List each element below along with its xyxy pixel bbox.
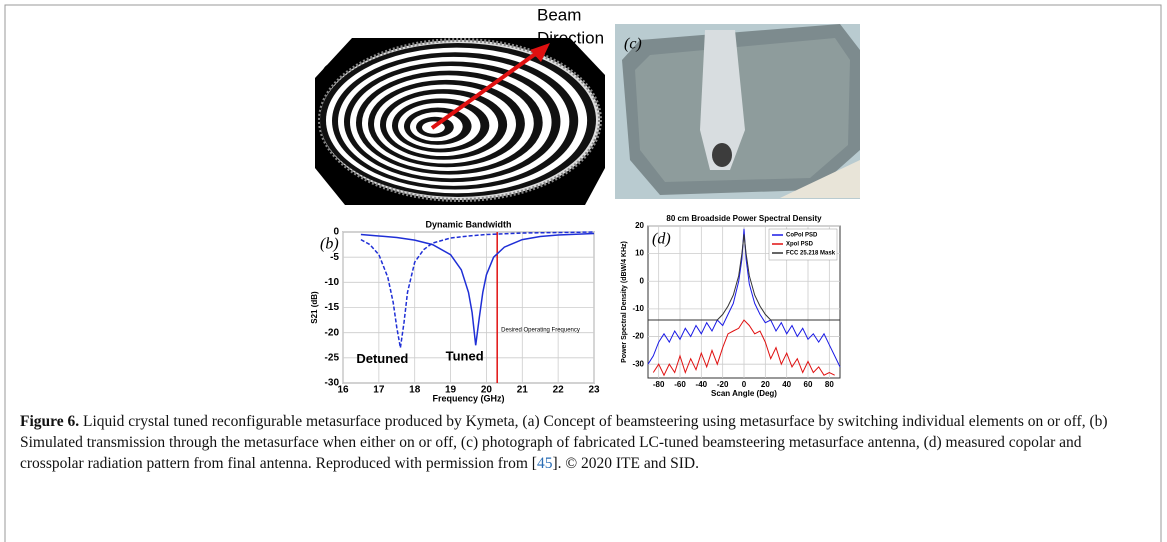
y-tick-label: -20 (632, 332, 644, 341)
annotation: Beam (537, 5, 581, 24)
y-tick-label: -30 (325, 378, 340, 389)
series-line (647, 228, 841, 368)
y-tick-label: -10 (632, 304, 644, 313)
y-tick-label: -20 (325, 327, 340, 338)
y-tick-label: -30 (632, 359, 644, 368)
x-tick-label: 18 (409, 385, 421, 396)
x-tick-label: -40 (696, 380, 708, 389)
marker-label: Desired Operating Frequency (501, 328, 580, 334)
series-line (360, 232, 595, 346)
x-tick-label: 20 (761, 380, 770, 389)
table-edge (780, 160, 860, 198)
x-axis-label: Frequency (GHz) (432, 393, 504, 403)
y-tick-label: -25 (325, 352, 340, 363)
arrow-head (530, 43, 550, 62)
panel-a: Beam Direction (a) (315, 5, 605, 205)
y-tick-label: 0 (640, 276, 645, 285)
caption: Figure 6. Liquid crystal tuned reconfigu… (20, 411, 1145, 474)
series-line (360, 231, 595, 348)
rings (318, 38, 602, 202)
legend-label: FCC 25.218 Mask (786, 251, 836, 257)
panel-label: (c) (624, 36, 642, 53)
x-tick-label: 19 (445, 385, 457, 396)
x-tick-label: -60 (674, 380, 686, 389)
panel-c: (c) (615, 24, 860, 199)
x-tick-label: -20 (717, 380, 729, 389)
x-tick-label: 80 (825, 380, 834, 389)
legend-label: Xpol PSD (786, 242, 814, 248)
panel-label: (b) (320, 236, 339, 253)
chart: 80 cm Broadside Power Spectral Density 20… (621, 214, 841, 398)
caption-text: ]. © 2020 ITE and SID. (552, 455, 699, 472)
x-tick-label: -80 (653, 380, 665, 389)
y-tick-label: 0 (333, 227, 339, 238)
chart-title: Dynamic Bandwidth (425, 219, 511, 229)
x-axis-label: Scan Angle (Deg) (711, 389, 777, 398)
frame (4, 4, 1162, 542)
y-tick-label: -5 (330, 252, 339, 263)
y-axis-label: Power Spectral Density (dBW/4 KHz) (621, 241, 628, 363)
x-tick-label: 0 (742, 380, 747, 389)
x-tick-label: 23 (588, 385, 600, 396)
y-tick-label: -15 (325, 302, 340, 313)
series-line (652, 319, 835, 377)
chart-title: 80 cm Broadside Power Spectral Density (666, 214, 822, 223)
x-tick-label: 17 (373, 385, 385, 396)
x-tick-label: 21 (517, 385, 529, 396)
x-tick-label: 16 (337, 385, 349, 396)
reflection (700, 30, 745, 170)
caption-text: Liquid crystal tuned reconfigurable meta… (20, 413, 1108, 472)
caption-label: Figure 6. (20, 413, 80, 430)
panel-label: (d) (652, 231, 671, 248)
reference[interactable]: 45 (536, 455, 553, 472)
series-label: Tuned (446, 349, 484, 364)
series-line (648, 234, 840, 321)
arrow (430, 50, 540, 130)
x-tick-label: 22 (553, 385, 565, 396)
x-tick-label: 60 (804, 380, 813, 389)
series-label: Detuned (356, 351, 408, 366)
y-tick-label: -10 (325, 277, 340, 288)
x-tick-label: 40 (782, 380, 791, 389)
reflection-head (712, 143, 732, 167)
x-tick-label: 20 (481, 385, 493, 396)
legend-label: CoPol PSD (786, 233, 818, 239)
annotation: Direction (537, 28, 604, 47)
y-tick-label: 10 (635, 249, 644, 258)
y-tick-label: 20 (635, 221, 644, 230)
panel-label: (a) (322, 63, 341, 80)
y-axis-label: S21 (dB) (310, 291, 319, 324)
